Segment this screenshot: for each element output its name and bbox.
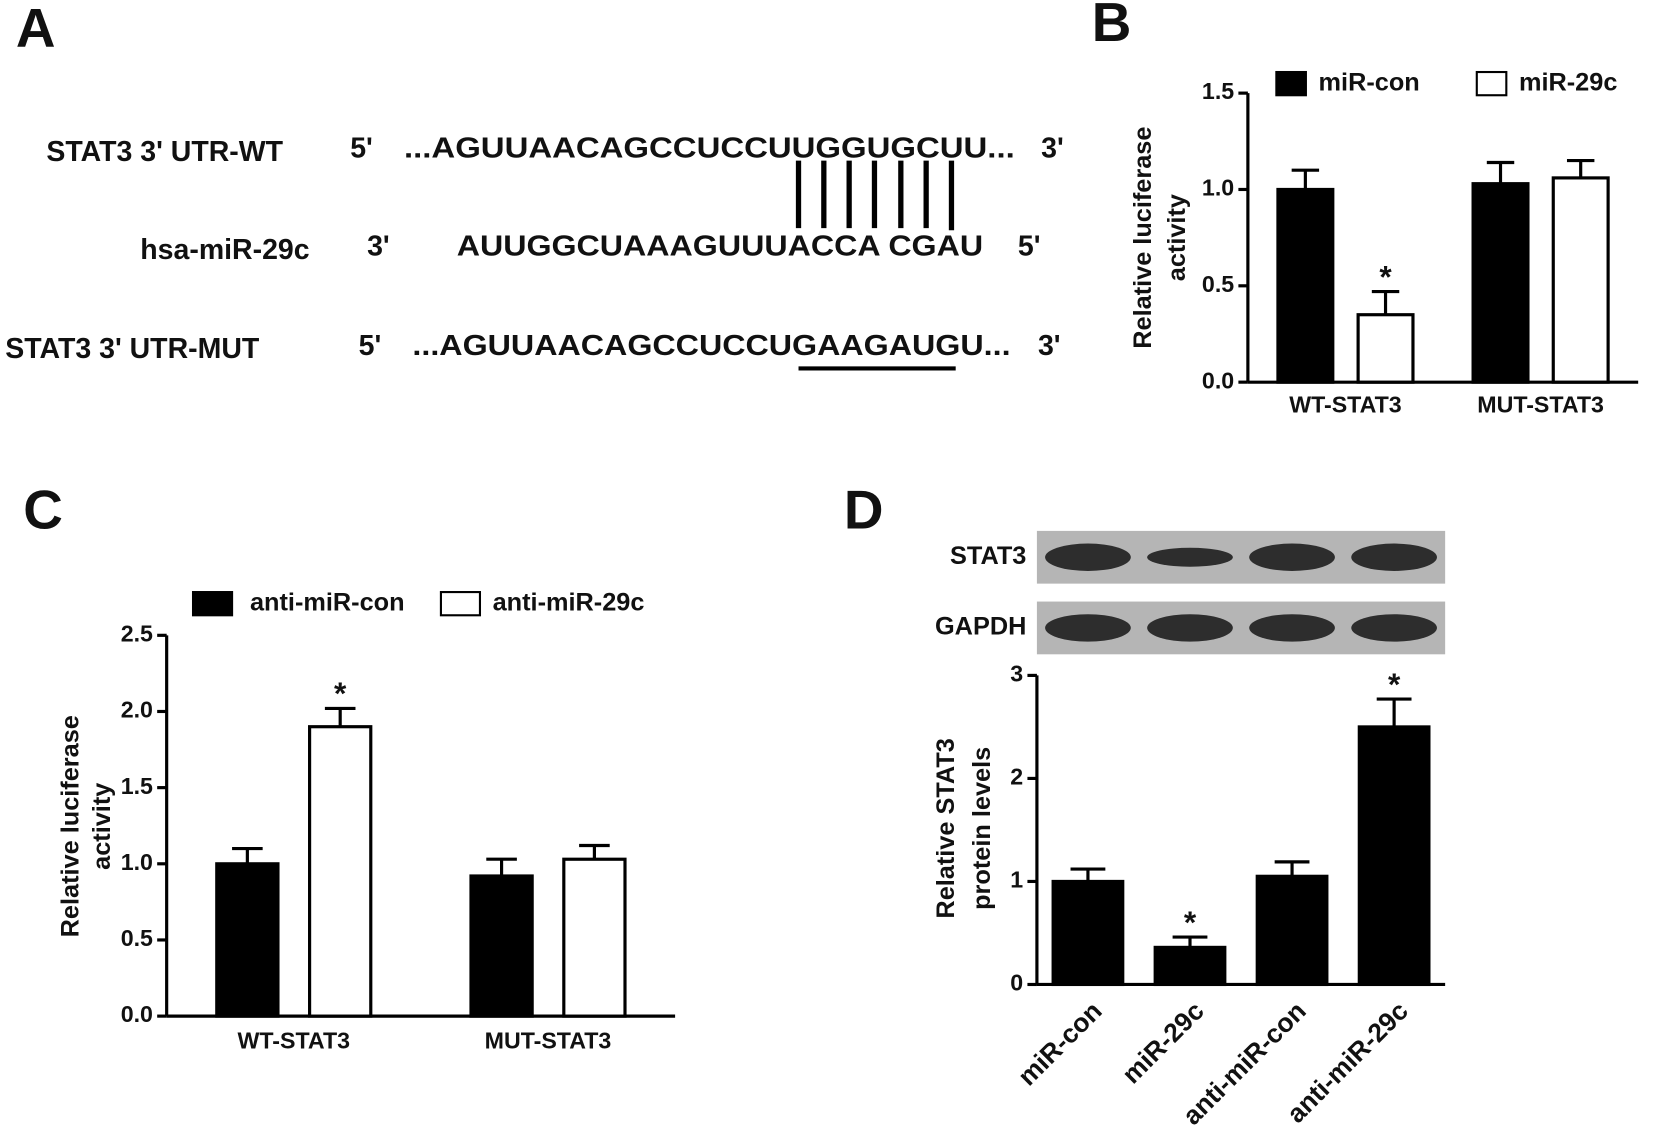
y-tick-label: 0.5 [1202,271,1234,297]
y-axis-label: protein levels [968,747,996,910]
legend-swatch [1475,70,1508,97]
sequence-name: hsa-miR-29c [140,234,309,266]
y-tick-label: 3 [1010,661,1023,687]
y-tick-label: 1 [1010,867,1023,893]
sequence-name: STAT3 3' UTR-MUT [5,333,260,365]
blot-band [1249,543,1335,571]
bar [215,862,280,1018]
y-axis-label: activity [1163,194,1191,281]
blot-band [1147,547,1233,567]
bar [1356,313,1415,384]
bar [1551,176,1610,384]
bar [308,725,373,1018]
x-tick-label: miR-con [1012,996,1108,1092]
panel-label: D [844,478,884,540]
y-axis-label: Relative luciferase [1129,127,1157,349]
legend-label: anti-miR-con [250,588,405,616]
bar [469,874,534,1018]
x-tick-label: WT-STAT3 [238,1028,351,1054]
blot-band [1045,543,1131,571]
strand-end: 3' [367,231,390,263]
strand-end: 5' [1018,231,1041,263]
blot-band [1249,614,1335,642]
blot-label: STAT3 [950,542,1026,570]
x-tick-label: miR-29c [1116,996,1210,1090]
sequence: ...AGUUAACAGCCUCCUGAAGAUGU... [412,330,1010,362]
bar [1153,945,1227,987]
blot-band [1147,614,1233,642]
x-tick-label: MUT-STAT3 [485,1028,612,1054]
sequence: ...AGUUAACAGCCUCCUUGGUGCUU... [404,133,1015,165]
y-tick-label: 2.0 [121,697,153,723]
blot-band [1351,543,1437,571]
significance-star: * [1379,258,1392,294]
blot-band [1351,614,1437,642]
legend-swatch [439,591,482,617]
bar [1357,725,1431,987]
x-tick-label: MUT-STAT3 [1477,392,1604,418]
blot-band [1045,614,1131,642]
y-tick-label: 2 [1010,764,1023,790]
y-tick-label: 1.0 [121,849,153,875]
strand-end: 5' [350,133,373,165]
bar [1255,874,1329,987]
significance-star: * [1388,666,1401,702]
y-axis-label: Relative luciferase [56,715,84,937]
panel-label: A [16,0,56,58]
y-tick-label: 1.5 [1202,78,1234,104]
y-tick-label: 0.0 [121,1001,153,1027]
pairing-lines [795,160,955,231]
legend-label: miR-con [1319,68,1420,96]
y-tick-label: 0 [1010,970,1023,996]
y-tick-label: 1.0 [1202,175,1234,201]
x-tick-label: WT-STAT3 [1289,392,1402,418]
y-tick-label: 0.0 [1202,367,1234,393]
bar [1051,879,1125,987]
bar [1471,182,1530,384]
legend-label: miR-29c [1519,68,1617,96]
legend-swatch [1275,70,1307,97]
y-tick-label: 0.5 [121,925,153,951]
strand-end: 3' [1041,133,1064,165]
strand-end: 3' [1038,330,1061,362]
y-tick-label: 2.5 [121,620,153,646]
blot-label: GAPDH [935,613,1026,641]
bar [562,857,627,1018]
legend-swatch [191,591,234,617]
western-blot [1036,530,1446,655]
strand-end: 5' [359,330,382,362]
bar [1276,187,1335,384]
y-tick-label: 1.5 [121,773,153,799]
sequence: AUUGGCUAAAGUUUACCA CGAU [457,231,983,263]
legend-label: anti-miR-29c [493,588,645,616]
panel-label: C [23,478,63,540]
y-axis-label: activity [88,783,116,870]
y-axis-label: Relative STAT3 [932,738,960,918]
significance-star: * [1184,904,1197,940]
significance-star: * [334,675,347,711]
panel-label: B [1092,0,1132,53]
sequence-name: STAT3 3' UTR-WT [46,136,283,168]
